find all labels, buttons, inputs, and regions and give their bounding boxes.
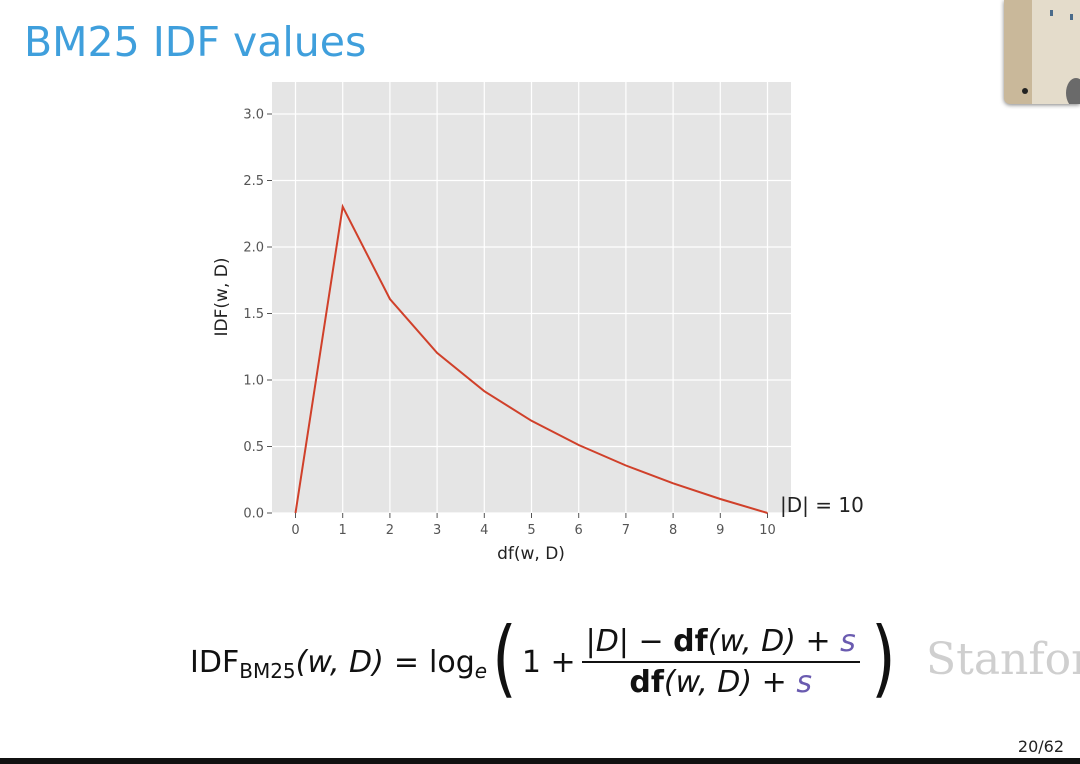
idf-line-chart: 0 1 2 3 4 5 6 7 8 9 10 0.0 0.5 1.0 1.5 2.0 2.5 3.0 df(w,… (212, 82, 864, 564)
formula-lhs-sub: BM25 (239, 659, 296, 683)
fraction-bar (581, 661, 860, 663)
webcam-thumbnail[interactable] (1004, 0, 1080, 104)
series-line (294, 203, 768, 514)
x-tick-label: 5 (527, 523, 535, 538)
num-df: df (673, 624, 708, 659)
x-tick-label: 9 (716, 523, 724, 538)
formula-numerator: |D| − df(w, D) + s (582, 624, 860, 661)
y-tick-label: 2.5 (243, 174, 264, 189)
y-tick-label: 2.0 (243, 241, 264, 256)
slide-title: BM25 IDF values (24, 18, 367, 66)
bottom-bar (0, 758, 1080, 764)
formula-equals: = (393, 644, 419, 680)
y-tick-label: 0.0 (243, 507, 264, 522)
annotation-d-size: |D| = 10 (780, 493, 864, 517)
x-axis-label: df(w, D) (497, 544, 565, 564)
webcam-lamp (1050, 10, 1053, 16)
x-tick-label: 1 (339, 523, 347, 538)
y-tick-labels: 0.0 0.5 1.0 1.5 2.0 2.5 3.0 (243, 108, 272, 522)
x-tick-label: 0 (291, 523, 299, 538)
bm25-idf-formula: IDF BM25 (w, D) = log e ( 1 + |D| − df(w, D… (190, 612, 901, 712)
formula-one-plus: 1 + (521, 644, 576, 680)
num-s: s (840, 624, 856, 659)
formula-right-paren: ) (870, 609, 896, 707)
formula-log: log (429, 644, 475, 680)
page-number: 20/62 (1017, 737, 1064, 756)
formula-lhs-args: (w, D) (295, 644, 384, 680)
formula-log-sub: e (474, 659, 488, 683)
y-tick-label: 0.5 (243, 440, 264, 455)
formula-denominator: df(w, D) + s (629, 663, 812, 700)
num-minus: − (638, 624, 664, 659)
x-tick-labels: 0 1 2 3 4 5 6 7 8 9 10 (291, 513, 776, 538)
num-df-args: (w, D) (707, 624, 796, 659)
den-df-args: (w, D) (663, 665, 753, 700)
den-df: df (629, 665, 664, 700)
den-s: s (796, 665, 812, 700)
formula-left-paren: ( (492, 609, 517, 707)
y-tick-label: 1.5 (243, 307, 264, 322)
y-axis-label: IDF(w, D) (212, 258, 232, 337)
formula-lhs-name: IDF (190, 644, 240, 680)
x-tick-label: 7 (622, 523, 630, 538)
webcam-person (1066, 78, 1080, 104)
stanford-watermark: Stanfor (926, 634, 1080, 685)
x-tick-label: 4 (480, 523, 488, 538)
x-tick-label: 10 (759, 523, 776, 538)
x-tick-label: 2 (386, 523, 394, 538)
x-tick-label: 3 (433, 523, 441, 538)
webcam-object (1022, 88, 1028, 94)
x-tick-label: 8 (669, 523, 677, 538)
den-plus: + (761, 665, 787, 700)
y-tick-label: 3.0 (243, 108, 264, 123)
num-abs-d: |D| (585, 624, 629, 659)
num-plus: + (805, 624, 831, 659)
formula-fraction: |D| − df(w, D) + s df(w, D) + s (581, 624, 860, 700)
x-tick-label: 6 (575, 523, 583, 538)
y-tick-label: 1.0 (243, 374, 264, 389)
webcam-lamp (1070, 14, 1073, 20)
